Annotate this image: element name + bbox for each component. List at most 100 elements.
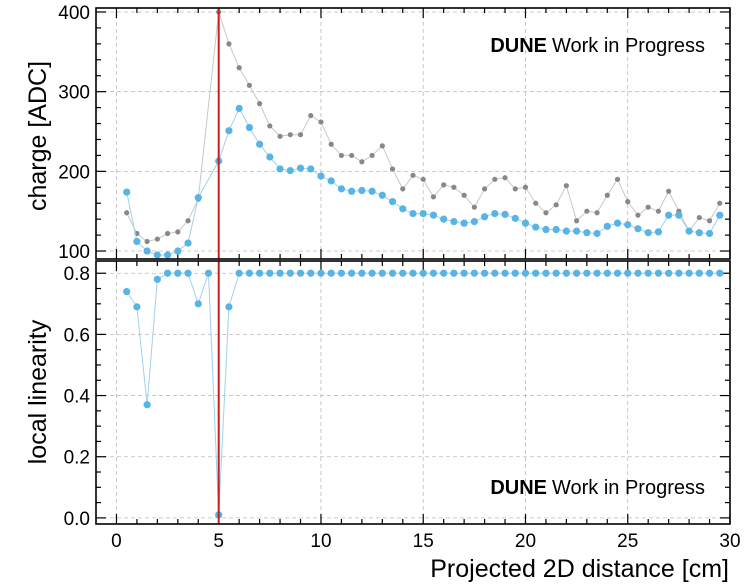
- top-y-tick-label: 400: [58, 3, 90, 24]
- bottom-series-0-point: [511, 269, 519, 277]
- bottom-series-0-point: [705, 269, 714, 277]
- top-series-1-point: [348, 187, 356, 195]
- bottom-series-0-point: [133, 303, 141, 311]
- top-series-1-point: [163, 251, 172, 259]
- top-series-1-point: [695, 229, 703, 237]
- top-series-1-line: [126, 107, 721, 256]
- bottom-series-0-point: [573, 269, 581, 277]
- top-series-0-point: [666, 188, 672, 194]
- bottom-series-0-point: [153, 275, 161, 283]
- top-series-1-point: [440, 215, 448, 223]
- bottom-series-0-point: [143, 401, 151, 409]
- top-series-0-point: [236, 65, 242, 71]
- bottom-series-0-point: [194, 300, 202, 308]
- top-series-0-point: [553, 202, 559, 208]
- bottom-series-0-point: [409, 269, 417, 277]
- bottom-series-0-point: [470, 269, 478, 277]
- top-series-1-point: [296, 164, 305, 172]
- bottom-y-tick-label: 0.8: [64, 264, 90, 285]
- x-tick-label: 10: [310, 531, 331, 552]
- bottom-series-0-point: [256, 269, 264, 277]
- top-series-1-point: [429, 211, 438, 219]
- top-series-1-point: [245, 123, 253, 132]
- top-series-0-point: [706, 218, 713, 224]
- top-series-0-point: [533, 200, 539, 206]
- top-series-0-point: [379, 143, 385, 149]
- top-series-1-point: [307, 165, 315, 173]
- top-series-1-point: [562, 227, 570, 235]
- bottom-series-0-point: [245, 269, 253, 277]
- bottom-series-0-point: [624, 269, 632, 277]
- top-series-0-point: [604, 192, 610, 198]
- top-series-1-point: [460, 219, 468, 227]
- bottom-series-0-point: [174, 269, 182, 277]
- bottom-series-0-point: [480, 269, 489, 277]
- top-series-1-point: [521, 219, 530, 227]
- top-series-0-point: [614, 176, 621, 182]
- top-series-0-point: [584, 208, 590, 214]
- top-series-0-point: [308, 112, 314, 119]
- top-series-0-point: [226, 41, 232, 47]
- top-series-0-point: [461, 192, 467, 198]
- top-series-1-point: [654, 228, 663, 236]
- bottom-series-0-point: [276, 269, 284, 277]
- top-series-0-point: [369, 152, 375, 159]
- bottom-watermark: DUNE Work in Progress: [490, 477, 705, 499]
- top-watermark-bold: DUNE: [490, 35, 547, 57]
- bottom-series-0-point: [665, 269, 673, 277]
- top-series-1-point: [675, 211, 683, 219]
- bottom-series-0-point: [184, 269, 192, 277]
- top-series-1-point: [532, 223, 540, 231]
- top-series-0-point: [563, 183, 569, 189]
- bottom-series-0-point: [225, 303, 233, 311]
- top-series-0-point: [471, 204, 477, 210]
- top-series-1-point: [286, 166, 294, 175]
- bottom-y-tick-label: 0.6: [64, 325, 90, 346]
- bottom-watermark-bold: DUNE: [490, 477, 547, 499]
- top-series-0-point: [257, 101, 263, 107]
- top-series-1-point: [133, 237, 141, 246]
- bottom-series-0-point: [378, 269, 386, 277]
- top-series-0-point: [645, 204, 651, 210]
- bottom-watermark-rest: Work in Progress: [552, 477, 705, 499]
- top-y-tick-label: 300: [58, 83, 90, 104]
- bottom-plot-layer: 0.0 0.2 0.4 0.6 0.8 0 5 10 15 20 25 30: [64, 260, 741, 552]
- top-series-1-point: [123, 188, 131, 196]
- top-series-0-point: [389, 166, 396, 172]
- top-series-1-point: [480, 213, 489, 221]
- top-series-0-point: [574, 218, 580, 224]
- bottom-series-0-point: [348, 269, 356, 277]
- top-series-1-point: [542, 225, 550, 234]
- top-series-0-point: [696, 214, 702, 221]
- top-series-1-point: [194, 194, 202, 202]
- top-series-1-point: [583, 229, 591, 237]
- top-series-0-point: [655, 208, 662, 214]
- top-series-1-point: [573, 227, 581, 235]
- top-series-1-point: [174, 247, 182, 255]
- bottom-series-0-point: [368, 269, 376, 277]
- bottom-panel: 0.0 0.2 0.4 0.6 0.8 0 5 10 15 20 25 30 local linear…: [24, 260, 741, 583]
- top-series-0-point: [717, 200, 723, 206]
- top-plot-layer: 100 200 300 400: [58, 3, 731, 263]
- top-series-1-point: [705, 229, 714, 238]
- top-series-1-point: [603, 222, 611, 230]
- bottom-series-0-point: [593, 269, 601, 277]
- top-series-0-point: [338, 152, 345, 159]
- top-series-0-point: [410, 172, 416, 178]
- bottom-series-0-point: [685, 269, 693, 277]
- bottom-y-tick-label: 0.4: [64, 387, 91, 408]
- bottom-series-0-point: [317, 269, 325, 277]
- top-series-0-point: [267, 123, 273, 129]
- top-series-1-point: [399, 205, 407, 213]
- top-series-0-point: [420, 176, 426, 182]
- top-series-1-point: [184, 239, 192, 247]
- top-series-0-point: [175, 229, 181, 235]
- top-series-1-point: [256, 140, 264, 148]
- bottom-ylabel: local linearity: [24, 319, 52, 464]
- top-series-0-point: [512, 186, 518, 192]
- bottom-series-0-point: [491, 269, 499, 277]
- bottom-series-0-point: [654, 269, 663, 277]
- bottom-series-0-point: [327, 269, 335, 277]
- bottom-series-0-point: [399, 269, 407, 277]
